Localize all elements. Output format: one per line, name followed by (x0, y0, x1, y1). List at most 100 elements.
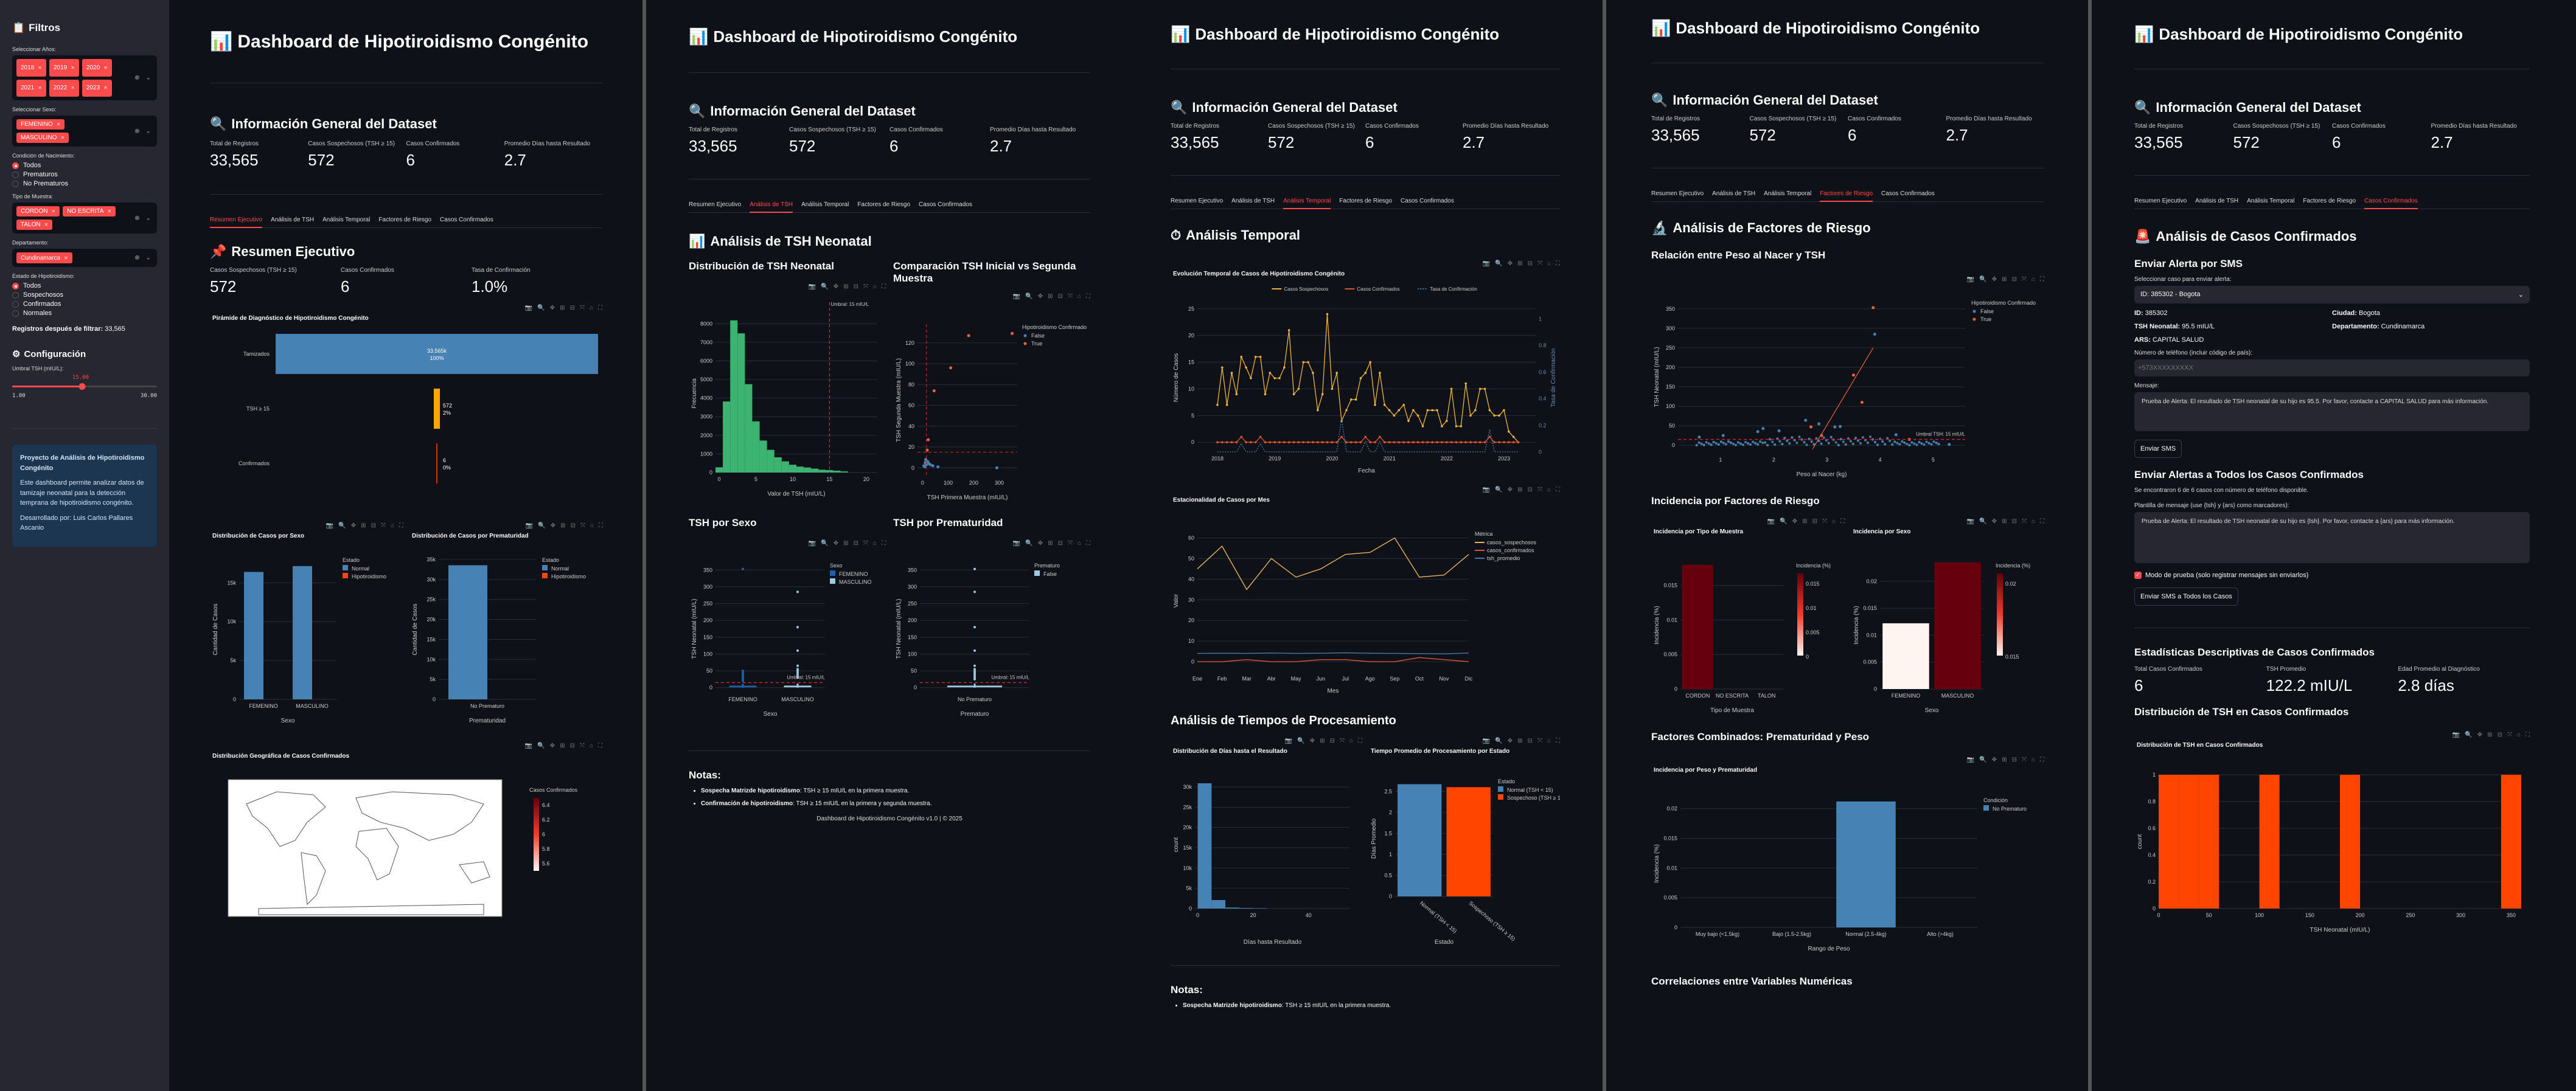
remove-tag-icon[interactable]: ✕ (38, 64, 42, 71)
autoscale-icon[interactable]: ⤧ (2507, 731, 2512, 738)
home-icon[interactable]: ⌂ (1077, 293, 1081, 300)
tab-an-lisis-de-tsh[interactable]: Análisis de TSH (1712, 190, 1756, 197)
send-sms-button[interactable]: Enviar SMS (2134, 439, 2182, 458)
zoom-icon[interactable]: 🔍 (821, 539, 829, 547)
tab-resumen-ejecutivo[interactable]: Resumen Ejecutivo (1171, 197, 1224, 204)
zoom-out-icon[interactable]: ⊟ (2011, 518, 2017, 525)
zoom-out-icon[interactable]: ⊟ (1812, 518, 1817, 525)
fullscreen-icon[interactable]: ⛶ (1556, 737, 1560, 744)
tab-an-lisis-temporal[interactable]: Análisis Temporal (1764, 190, 1812, 197)
zoom-icon[interactable]: 🔍 (1979, 518, 1987, 525)
autoscale-icon[interactable]: ⤧ (2021, 518, 2027, 525)
zoom-in-icon[interactable]: ⊞ (560, 522, 566, 529)
remove-tag-icon[interactable]: ✕ (64, 255, 68, 261)
fullscreen-icon[interactable]: ⛶ (599, 522, 603, 529)
tab-an-lisis-temporal[interactable]: Análisis Temporal (801, 201, 849, 208)
zoom-icon[interactable]: 🔍 (1025, 539, 1033, 547)
home-icon[interactable]: ⌂ (590, 522, 594, 529)
remove-tag-icon[interactable]: ✕ (103, 64, 108, 71)
radio-option[interactable]: Normales (12, 310, 157, 317)
pan-icon[interactable]: ✥ (350, 522, 357, 529)
autoscale-icon[interactable]: ⤧ (579, 742, 585, 749)
camera-icon[interactable]: 📷 (1966, 756, 1975, 763)
home-icon[interactable]: ⌂ (1831, 518, 1836, 525)
pan-icon[interactable]: ✥ (549, 742, 555, 749)
camera-icon[interactable]: 📷 (808, 283, 816, 290)
home-icon[interactable]: ⌂ (390, 522, 394, 529)
autoscale-icon[interactable]: ⤧ (2021, 756, 2027, 763)
zoom-icon[interactable]: 🔍 (537, 742, 545, 749)
zoom-out-icon[interactable]: ⊟ (570, 522, 576, 529)
home-icon[interactable]: ⌂ (1547, 486, 1551, 493)
autoscale-icon[interactable]: ⤧ (1067, 293, 1073, 300)
zoom-in-icon[interactable]: ⊞ (560, 304, 565, 311)
home-icon[interactable]: ⌂ (1547, 737, 1551, 744)
camera-icon[interactable]: 📷 (1966, 275, 1975, 283)
tab-casos-confirmados[interactable]: Casos Confirmados (440, 216, 493, 223)
home-icon[interactable]: ⌂ (2031, 275, 2035, 283)
zoom-icon[interactable]: 🔍 (1979, 756, 1987, 763)
camera-icon[interactable]: 📷 (524, 742, 533, 749)
radio-option[interactable]: No Prematuros (12, 180, 157, 187)
fullscreen-icon[interactable]: ⛶ (1556, 260, 1560, 267)
zoom-icon[interactable]: 🔍 (537, 304, 545, 311)
clear-all-icon[interactable]: ⊗ (134, 74, 140, 81)
autoscale-icon[interactable]: ⤧ (580, 522, 585, 529)
fullscreen-icon[interactable]: ⛶ (882, 283, 886, 290)
zoom-in-icon[interactable]: ⊞ (361, 522, 366, 529)
zoom-out-icon[interactable]: ⊟ (371, 522, 376, 529)
zoom-out-icon[interactable]: ⊟ (853, 539, 858, 547)
fullscreen-icon[interactable]: ⛶ (399, 522, 403, 529)
send-all-sms-button[interactable]: Enviar SMS a Todos los Casos (2134, 587, 2238, 606)
clear-all-icon[interactable]: ⊗ (134, 128, 140, 134)
tab-resumen-ejecutivo[interactable]: Resumen Ejecutivo (210, 216, 263, 228)
zoom-icon[interactable]: 🔍 (1025, 293, 1033, 300)
fullscreen-icon[interactable]: ⛶ (1086, 539, 1090, 547)
slider-thumb[interactable] (78, 383, 86, 390)
tab-an-lisis-de-tsh[interactable]: Análisis de TSH (2195, 197, 2239, 204)
zoom-in-icon[interactable]: ⊞ (2002, 756, 2007, 763)
radio-option[interactable]: Todos (12, 282, 157, 289)
chevron-down-icon[interactable]: ⌄ (145, 74, 151, 81)
camera-icon[interactable]: 📷 (1482, 260, 1491, 267)
template-textarea[interactable]: Prueba de Alerta: El resultado de TSH ne… (2134, 511, 2530, 563)
zoom-out-icon[interactable]: ⊟ (1057, 293, 1063, 300)
home-icon[interactable]: ⌂ (2031, 518, 2035, 525)
autoscale-icon[interactable]: ⤧ (1339, 737, 1345, 744)
tab-an-lisis-temporal[interactable]: Análisis Temporal (2247, 197, 2295, 204)
remove-tag-icon[interactable]: ✕ (56, 122, 61, 127)
radio-option[interactable]: Confirmados (12, 300, 157, 308)
chevron-down-icon[interactable]: ⌄ (145, 254, 151, 261)
zoom-in-icon[interactable]: ⊞ (1320, 737, 1325, 744)
camera-icon[interactable]: 📷 (524, 304, 533, 311)
zoom-in-icon[interactable]: ⊞ (2487, 731, 2493, 738)
remove-tag-icon[interactable]: ✕ (38, 85, 42, 91)
tab-casos-confirmados[interactable]: Casos Confirmados (1881, 190, 1935, 197)
radio-option[interactable]: Todos (12, 162, 157, 169)
tab-casos-confirmados[interactable]: Casos Confirmados (919, 201, 972, 208)
phone-input[interactable] (2134, 359, 2530, 376)
radio-button[interactable] (12, 300, 19, 308)
zoom-out-icon[interactable]: ⊟ (569, 742, 575, 749)
home-icon[interactable]: ⌂ (589, 304, 593, 311)
radio-option[interactable]: Sospechosos (12, 291, 157, 299)
tab-casos-confirmados[interactable]: Casos Confirmados (1401, 197, 1454, 204)
zoom-in-icon[interactable]: ⊞ (843, 539, 849, 547)
tab-resumen-ejecutivo[interactable]: Resumen Ejecutivo (1651, 190, 1704, 197)
pan-icon[interactable]: ✥ (1991, 275, 1997, 283)
pan-icon[interactable]: ✥ (549, 304, 555, 311)
autoscale-icon[interactable]: ⤧ (380, 522, 386, 529)
zoom-in-icon[interactable]: ⊞ (2002, 518, 2007, 525)
zoom-icon[interactable]: 🔍 (2465, 731, 2473, 738)
tab-resumen-ejecutivo[interactable]: Resumen Ejecutivo (689, 201, 742, 208)
zoom-icon[interactable]: 🔍 (1297, 737, 1305, 744)
pan-icon[interactable]: ✥ (833, 283, 839, 290)
autoscale-icon[interactable]: ⤧ (1537, 737, 1542, 744)
tab-an-lisis-temporal[interactable]: Análisis Temporal (1283, 197, 1331, 209)
zoom-in-icon[interactable]: ⊞ (1048, 293, 1053, 300)
zoom-in-icon[interactable]: ⊞ (2002, 275, 2007, 283)
zoom-out-icon[interactable]: ⊟ (1057, 539, 1063, 547)
sample-type-multiselect[interactable]: CORDON ✕ NO ESCRITA ✕ TALON ✕ ⊗ ⌄ (12, 203, 157, 234)
zoom-out-icon[interactable]: ⊟ (853, 283, 858, 290)
remove-tag-icon[interactable]: ✕ (44, 222, 49, 227)
